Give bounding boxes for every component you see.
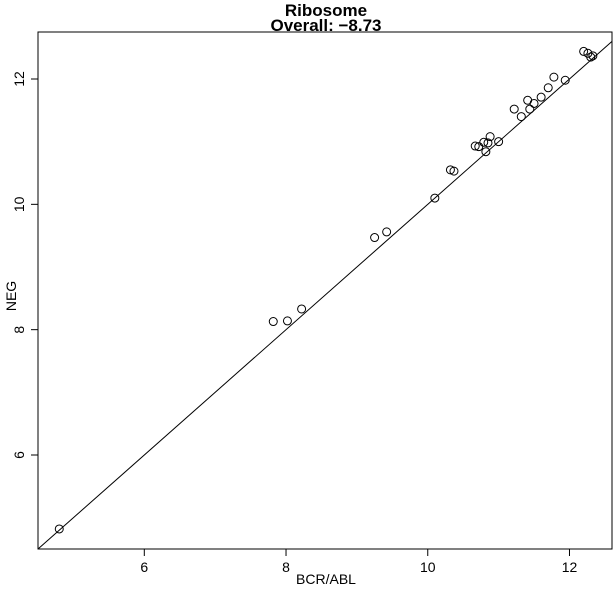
data-point [525, 104, 535, 114]
data-point [516, 112, 526, 122]
data-point [382, 227, 392, 237]
y-axis-title: NEG [3, 281, 19, 311]
plot-frame [37, 31, 613, 550]
y-axis: 6 8 10 12 [11, 71, 38, 459]
data-point [529, 98, 539, 108]
data-point [579, 46, 589, 56]
data-points [54, 46, 598, 534]
data-point [588, 51, 598, 61]
x-tick-label: 12 [562, 559, 578, 575]
data-point [543, 83, 553, 93]
data-point [483, 138, 493, 148]
data-point [560, 75, 570, 85]
y-tick-label: 8 [11, 326, 27, 334]
chart-subtitle: Overall: −8.73 [270, 16, 381, 35]
data-point [268, 317, 278, 327]
data-point [549, 72, 559, 82]
identity-line [37, 41, 613, 550]
data-point [586, 52, 596, 62]
x-tick-label: 8 [282, 559, 290, 575]
data-point [430, 193, 440, 203]
data-point [536, 92, 546, 102]
data-point [282, 316, 292, 326]
y-tick-label: 12 [11, 71, 27, 87]
data-point [485, 132, 495, 142]
data-point [470, 141, 480, 151]
chart-title: Ribosome [285, 1, 367, 20]
data-point [494, 137, 504, 147]
y-tick-label: 6 [11, 451, 27, 459]
data-point [509, 104, 519, 114]
data-point [297, 304, 307, 314]
data-point [370, 233, 380, 243]
x-tick-label: 10 [420, 559, 436, 575]
data-point [481, 147, 491, 157]
data-point [54, 524, 64, 534]
data-point [479, 137, 489, 147]
x-axis-title: BCR/ABL [296, 571, 356, 587]
y-tick-label: 10 [11, 196, 27, 212]
x-tick-label: 6 [140, 559, 148, 575]
data-point [449, 166, 459, 176]
x-axis: 6 8 10 12 [140, 549, 577, 575]
